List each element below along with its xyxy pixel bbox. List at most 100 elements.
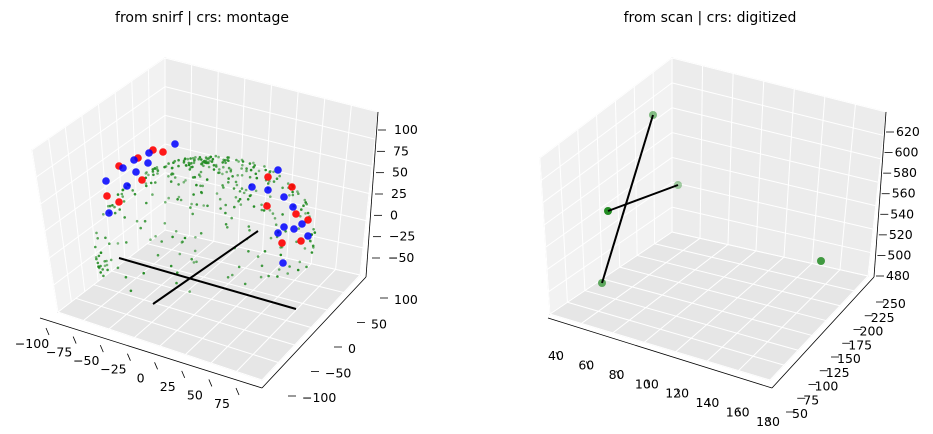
- left-x-tick-mark: [181, 370, 186, 379]
- left-digitized-point: [231, 273, 234, 277]
- left-digitized-point: [169, 180, 173, 183]
- left-digitized-point: [95, 231, 98, 235]
- left-digitized-point: [240, 167, 243, 170]
- left-digitized-point: [94, 255, 98, 259]
- right-grid: [539, 57, 887, 381]
- left-digitized-point: [151, 168, 155, 171]
- left-digitized-point: [188, 290, 191, 293]
- left-blue-optode: [304, 232, 312, 240]
- left-digitized-point: [313, 231, 317, 234]
- grid-line: [671, 206, 871, 254]
- left-digitized-point: [108, 242, 111, 245]
- left-digitized-point: [193, 249, 197, 253]
- left-digitized-point: [254, 189, 258, 193]
- left-digitized-point: [217, 155, 220, 159]
- left-digitized-point: [154, 235, 157, 238]
- left-digitized-point: [300, 208, 303, 211]
- grid-line: [147, 243, 344, 293]
- left-z-axis-line: [365, 111, 379, 278]
- left-digitized-point: [269, 236, 273, 240]
- right-fiducial-line: [601, 114, 654, 284]
- left-digitized-point: [224, 211, 227, 215]
- left-blue-optode: [171, 140, 179, 148]
- left-digitized-point: [192, 161, 196, 165]
- left-blue-optode: [280, 223, 288, 231]
- left-x-tick-label: 0: [137, 370, 145, 385]
- left-red-optode: [292, 210, 300, 218]
- left-digitized-point: [269, 195, 272, 198]
- left-z-tick-label: −50: [388, 250, 414, 265]
- right-y-tick-label: 150: [837, 351, 861, 366]
- grid-line: [164, 86, 376, 140]
- right-x-tick-label: 40: [548, 348, 564, 363]
- left-chart-title: from snirf | crs: montage: [115, 10, 289, 26]
- left-digitized-point: [262, 209, 266, 212]
- left-digitized-point: [206, 204, 209, 208]
- grid-line: [755, 81, 765, 251]
- left-digitized-point: [310, 251, 314, 254]
- left-digitized-point: [291, 190, 294, 194]
- left-digitized-point: [201, 184, 204, 188]
- left-digitized-point: [279, 253, 283, 257]
- right-x-tick-mark: [737, 408, 742, 416]
- left-digitized-point: [193, 159, 196, 163]
- left-digitized-point: [291, 193, 295, 197]
- right-digitized-point: [817, 257, 825, 265]
- left-digitized-point: [303, 198, 307, 202]
- left-digitized-point: [94, 245, 97, 249]
- left-digitized-point: [131, 189, 134, 192]
- right-x-tick-label: 80: [609, 367, 625, 382]
- left-digitized-point: [244, 188, 248, 192]
- left-digitized-point: [163, 165, 166, 169]
- left-lines: [118, 230, 297, 310]
- left-digitized-point: [97, 254, 101, 258]
- left-blue-optode: [130, 156, 138, 164]
- left-x-tick-label: −75: [46, 345, 72, 360]
- right-x-tick-mark: [616, 370, 620, 379]
- grid-line: [671, 107, 881, 160]
- grid-line: [164, 57, 379, 113]
- left-digitized-point: [297, 192, 300, 195]
- left-digitized-point: [104, 236, 107, 240]
- left-digitized-point: [304, 201, 308, 204]
- left-digitized-point: [120, 192, 124, 196]
- left-red-optode: [264, 173, 272, 181]
- left-digitized-point: [189, 166, 193, 169]
- left-digitized-point: [197, 173, 201, 176]
- left-digitized-point: [245, 167, 248, 170]
- left-blue-optode: [264, 186, 272, 194]
- left-digitized-point: [113, 205, 116, 209]
- left-digitized-point: [195, 183, 198, 187]
- left-digitized-point: [199, 232, 203, 235]
- left-digitized-point: [200, 191, 204, 195]
- right-x-ticks: 40 60 80 100 120 140 160 180: [548, 348, 780, 429]
- grid-line: [643, 250, 757, 343]
- left-digitized-point: [122, 200, 126, 203]
- left-digitized-point: [208, 159, 212, 163]
- left-digitized-point: [229, 168, 233, 171]
- left-digitized-point: [272, 180, 276, 183]
- left-digitized-point: [101, 268, 104, 271]
- grid-line: [671, 156, 876, 207]
- grid-line: [596, 115, 603, 279]
- left-digitized-point: [240, 187, 244, 190]
- left-digitized-point: [183, 236, 187, 240]
- grid-line: [614, 100, 621, 268]
- left-digitized-point: [156, 253, 160, 257]
- left-digitized-point: [189, 157, 192, 160]
- left-digitized-point: [263, 250, 267, 253]
- grid-line: [36, 86, 166, 178]
- left-digitized-point: [242, 191, 246, 195]
- left-digitized-point: [303, 247, 307, 250]
- left-y-tick-label: −50: [325, 366, 351, 381]
- grid-line: [539, 57, 673, 159]
- left-x-tick-label: −100: [15, 336, 49, 351]
- left-red-optode: [288, 183, 296, 191]
- right-x-tick-label: 160: [726, 405, 750, 420]
- left-digitized-point: [111, 204, 114, 207]
- left-digitized-point: [309, 240, 312, 243]
- right-z-tick-label: 620: [896, 124, 920, 139]
- left-digitized-point: [174, 230, 178, 233]
- left-digitized-point: [222, 165, 225, 169]
